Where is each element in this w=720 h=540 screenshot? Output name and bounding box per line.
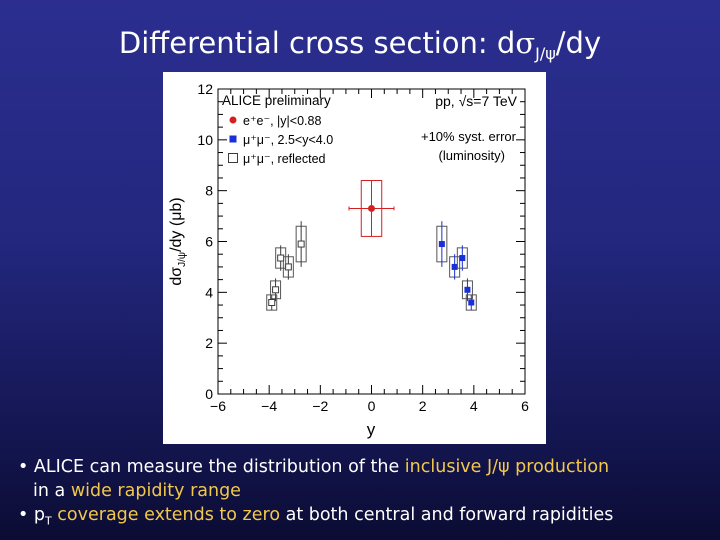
title-sigma: σ <box>515 26 536 60</box>
x-tick-label: 4 <box>470 398 478 414</box>
data-point-blue-square <box>464 286 471 293</box>
data-point-blue-square <box>468 299 475 306</box>
x-tick-label: 6 <box>521 398 529 414</box>
x-tick-label: −2 <box>312 398 328 414</box>
title-subscript: J/ψ <box>535 44 556 63</box>
y-tick-label: 6 <box>205 234 213 250</box>
legend-label: μ⁺μ⁻, 2.5<y<4.0 <box>243 133 333 147</box>
bullet-1-continuation: in a wide rapidity range <box>18 479 714 503</box>
bullet-1-highlight: inclusive J/ψ production <box>404 457 610 477</box>
title-prefix: Differential cross section: d <box>118 26 516 60</box>
data-point-open-square <box>272 286 280 294</box>
y-tick-label: 12 <box>197 81 213 97</box>
data-point-red-circle <box>368 204 375 212</box>
legend-label: μ⁺μ⁻, reflected <box>243 152 326 166</box>
y-tick-label: 10 <box>197 132 213 148</box>
annotation-syst: +10% syst. error <box>421 129 517 144</box>
data-point-open-square <box>297 240 305 248</box>
bullet-1: • ALICE can measure the distribution of … <box>18 455 714 479</box>
bullet-2-highlight: coverage extends to zero <box>51 505 281 525</box>
data-point-blue-square <box>459 255 466 262</box>
x-tick-label: −4 <box>261 398 277 414</box>
slide-title: Differential cross section: dσJ/ψ/dy <box>0 26 720 63</box>
legend-marker-open-square <box>228 153 238 163</box>
bullet-list: • ALICE can measure the distribution of … <box>18 455 714 534</box>
x-tick-label: 0 <box>368 398 376 414</box>
bullet-1-text: ALICE can measure the distribution of th… <box>33 457 405 477</box>
data-point-blue-square <box>451 263 458 270</box>
y-tick-label: 8 <box>205 183 213 199</box>
y-axis-label-main: dσ <box>168 267 185 286</box>
y-tick-label: 0 <box>205 386 213 402</box>
bullet-2: • pT coverage extends to zero at both ce… <box>18 503 714 534</box>
bullet-1-line2-text: in a <box>33 481 71 501</box>
bullet-marker: • <box>18 505 34 525</box>
bullet-2-text: at both central and forward rapidities <box>280 505 614 525</box>
x-tick-label: 2 <box>419 398 427 414</box>
legend-label: e⁺e⁻, |y|<0.88 <box>243 114 321 128</box>
x-tick-label: −6 <box>210 398 226 414</box>
annotation-luminosity: (luminosity) <box>439 148 505 163</box>
legend-title: ALICE preliminary <box>222 93 331 108</box>
x-axis-label: y <box>367 420 376 439</box>
plot-panel: −6 −4 −2 0 2 4 6 0 2 4 6 8 10 12 y dσJ/ψ/dy (μb) ALICE p… <box>163 72 546 444</box>
data-point-open-square <box>268 299 276 306</box>
cross-section-chart: −6 −4 −2 0 2 4 6 0 2 4 6 8 10 12 y dσJ/ψ/dy (μb) ALICE p… <box>168 81 529 439</box>
annotation-energy: pp, √s=7 TeV <box>435 93 517 109</box>
data-point-open-square <box>277 254 285 262</box>
y-tick-label: 4 <box>205 284 213 300</box>
title-suffix: /dy <box>555 26 602 60</box>
y-axis-label-tail: /dy (μb) <box>168 197 185 252</box>
bullet-2-pt-sub: T <box>45 514 52 528</box>
y-axis-label: dσJ/ψ/dy (μb) <box>168 197 188 285</box>
legend-marker-red-circle <box>229 116 237 124</box>
legend-marker-blue-square <box>229 135 237 143</box>
y-tick-label: 2 <box>205 335 213 351</box>
bullet-marker: • <box>18 457 34 477</box>
data-point-open-square <box>284 263 292 271</box>
bullet-1-line2-highlight: wide rapidity range <box>70 481 241 501</box>
y-axis-label-sub: J/ψ <box>177 252 188 267</box>
data-point-blue-square <box>438 241 445 248</box>
bullet-2-pt: p <box>33 505 45 525</box>
